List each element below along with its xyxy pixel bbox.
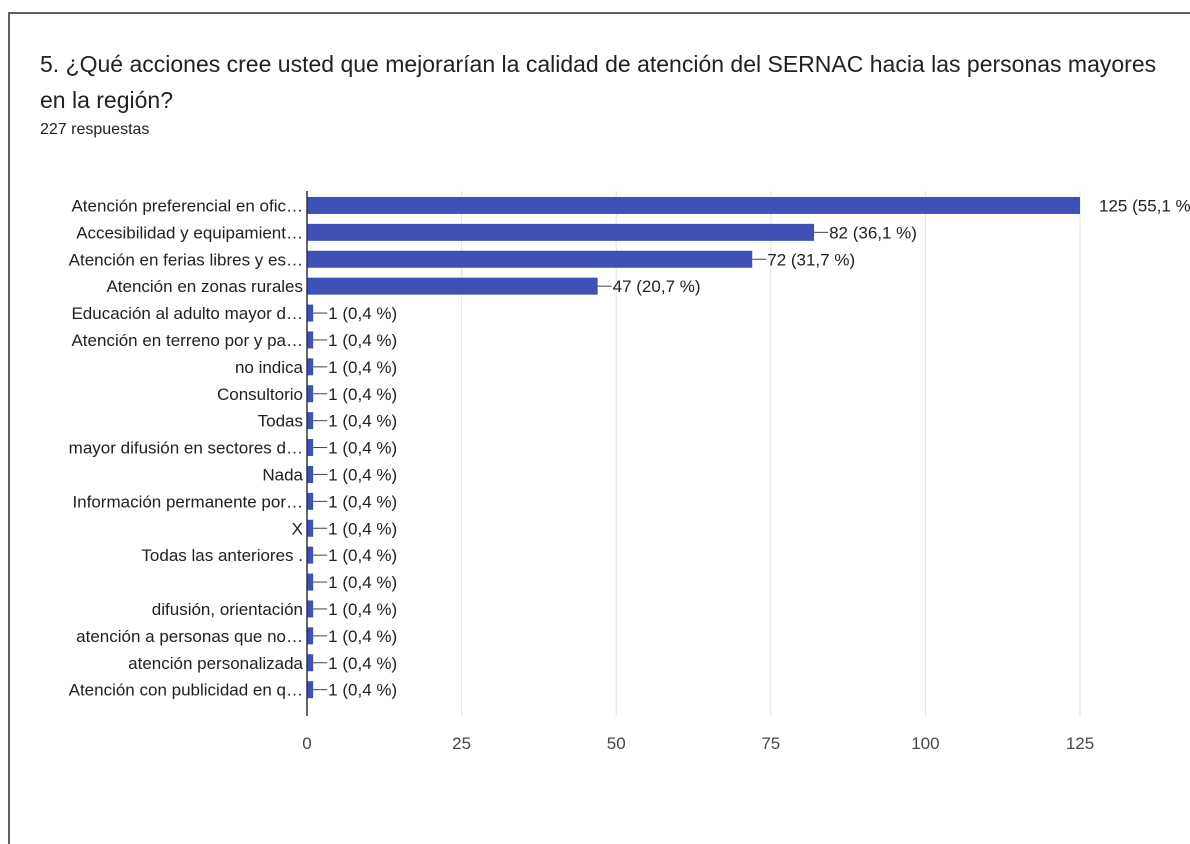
category-label: Accesibilidad y equipamient… xyxy=(76,223,303,242)
category-label: X xyxy=(292,519,303,538)
bar xyxy=(307,600,314,618)
value-label: 72 (31,7 %) xyxy=(767,250,855,269)
category-label: Educación al adulto mayor d… xyxy=(71,304,303,323)
x-tick-label: 0 xyxy=(302,734,311,753)
value-label: 1 (0,4 %) xyxy=(328,573,397,592)
value-label: 1 (0,4 %) xyxy=(328,492,397,511)
value-label: 1 (0,4 %) xyxy=(328,412,397,431)
category-label: Atención en terreno por y pa… xyxy=(71,331,303,350)
category-label: Todas las anteriores . xyxy=(141,546,303,565)
value-label: 1 (0,4 %) xyxy=(328,385,397,404)
value-label: 1 (0,4 %) xyxy=(328,600,397,619)
value-label: 1 (0,4 %) xyxy=(328,439,397,458)
category-label: atención personalizada xyxy=(128,654,303,673)
bar xyxy=(307,412,314,430)
value-label: 1 (0,4 %) xyxy=(328,654,397,673)
value-label: 125 (55,1 %) xyxy=(1099,196,1190,215)
value-label: 82 (36,1 %) xyxy=(829,223,917,242)
bar xyxy=(307,223,815,241)
x-tick-label: 125 xyxy=(1066,734,1094,753)
bar xyxy=(307,439,314,457)
category-label: Atención en zonas rurales xyxy=(106,277,303,296)
category-label: Atención con publicidad en q… xyxy=(69,681,303,700)
bar xyxy=(307,304,314,322)
value-label: 1 (0,4 %) xyxy=(328,627,397,646)
question-title: 5. ¿Qué acciones cree usted que mejorarí… xyxy=(40,51,1157,113)
value-label: 1 (0,4 %) xyxy=(328,331,397,350)
response-count: 227 respuestas xyxy=(40,121,150,138)
bar xyxy=(307,654,314,672)
bar xyxy=(307,573,314,591)
bar xyxy=(307,492,314,510)
value-label: 1 (0,4 %) xyxy=(328,465,397,484)
value-label: 47 (20,7 %) xyxy=(613,277,701,296)
category-label: Todas xyxy=(258,412,303,431)
value-label: 1 (0,4 %) xyxy=(328,681,397,700)
category-label: atención a personas que no… xyxy=(76,627,303,646)
category-label: Información permanente por… xyxy=(72,492,303,511)
category-label: no indica xyxy=(235,358,304,377)
x-tick-label: 25 xyxy=(452,734,471,753)
bar xyxy=(307,546,314,564)
question-card xyxy=(8,12,1190,844)
bar xyxy=(307,465,314,483)
x-tick-label: 50 xyxy=(607,734,626,753)
category-label: mayor difusión en sectores d… xyxy=(69,439,303,458)
bar xyxy=(307,519,314,537)
bar xyxy=(307,385,314,403)
value-label: 1 (0,4 %) xyxy=(328,358,397,377)
bar xyxy=(307,681,314,699)
value-label: 1 (0,4 %) xyxy=(328,546,397,565)
x-tick-label: 100 xyxy=(911,734,939,753)
value-label: 1 (0,4 %) xyxy=(328,519,397,538)
bar xyxy=(307,250,753,268)
bar xyxy=(307,358,314,376)
x-tick-label: 75 xyxy=(761,734,780,753)
bar xyxy=(307,277,598,295)
category-label: Atención preferencial en ofic… xyxy=(71,196,303,215)
category-label: Nada xyxy=(262,465,303,484)
category-label: Atención en ferias libres y es… xyxy=(69,250,303,269)
bar xyxy=(307,627,314,645)
category-label: difusión, orientación xyxy=(152,600,303,619)
value-label: 1 (0,4 %) xyxy=(328,304,397,323)
bar xyxy=(307,331,314,349)
bar xyxy=(307,196,1080,214)
category-label: Consultorio xyxy=(217,385,303,404)
